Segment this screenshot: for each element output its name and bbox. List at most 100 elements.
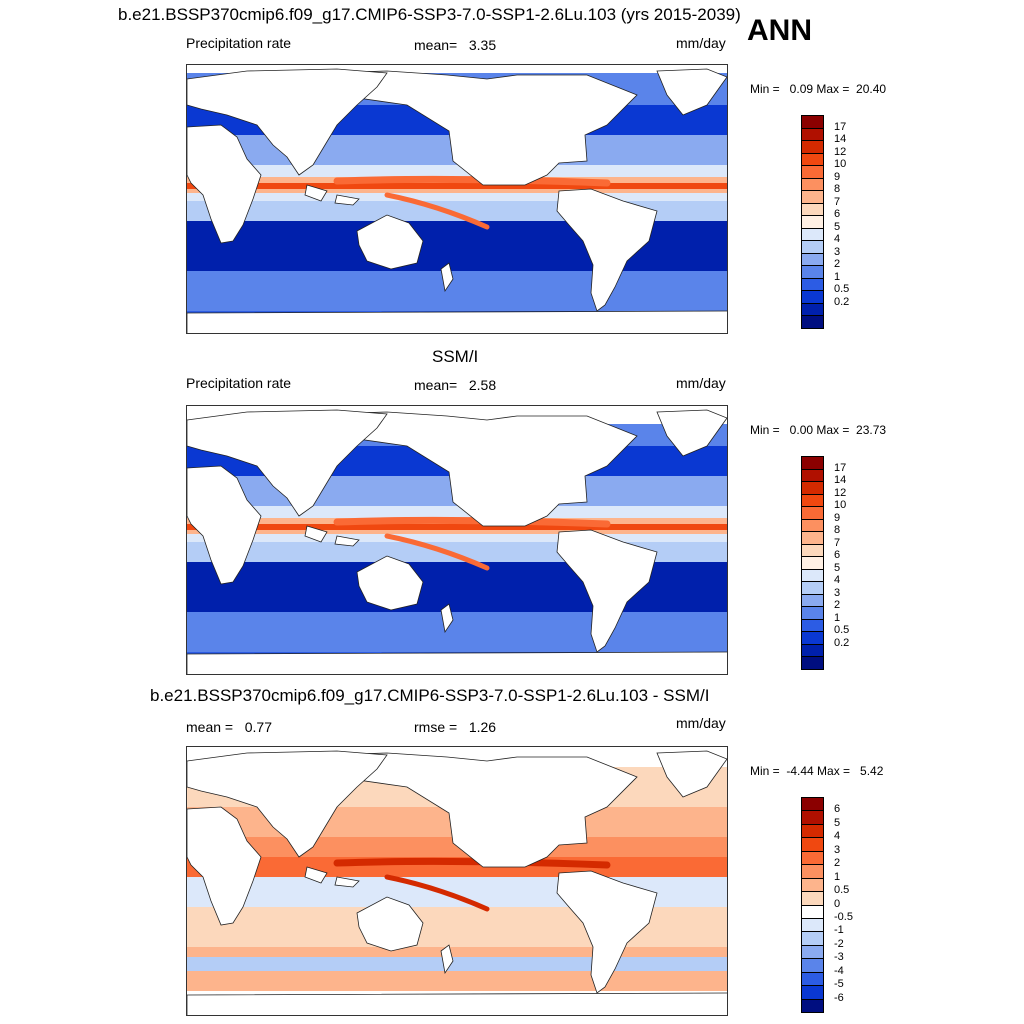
- colorbar-swatch: [801, 302, 824, 317]
- colorbar-swatch: [801, 531, 824, 545]
- colorbar-label: 6: [834, 803, 841, 816]
- panel-title-model: b.e21.BSSP370cmip6.f09_g17.CMIP6-SSP3-7.…: [118, 5, 741, 24]
- colorbar-model: 17 14 12 10 9 8 7 6 5 4 3 2 1 0.5 0.2: [801, 115, 849, 329]
- colorbar-label: 2: [834, 258, 841, 271]
- colorbar-label: 10: [834, 499, 847, 512]
- colorbar-swatch: [801, 518, 824, 533]
- colorbar-label: 14: [834, 474, 847, 487]
- colorbar-swatch: [801, 917, 824, 933]
- colorbar-label: 0: [834, 897, 841, 910]
- colorbar-label: 1: [834, 611, 841, 624]
- panel-mean-label-model: mean= 3.35: [414, 37, 497, 53]
- colorbar-swatch: [801, 958, 824, 973]
- colorbar-swatch: [801, 277, 824, 292]
- colorbar-label: 7: [834, 536, 841, 549]
- colorbar-swatch: [801, 850, 824, 866]
- panel-left-label-model: Precipitation rate: [186, 35, 292, 51]
- colorbar-swatch: [801, 315, 824, 329]
- colorbar-obs: 17 14 12 10 9 8 7 6 5 4 3 2 1 0.5 0.2: [801, 456, 849, 670]
- colorbar-label: 0.2: [834, 636, 850, 649]
- colorbar-swatch: [801, 265, 824, 279]
- colorbar-label: 17: [834, 461, 847, 474]
- colorbar-swatch: [801, 215, 824, 229]
- colorbar-label: 4: [834, 830, 841, 843]
- colorbar-label: 6: [834, 208, 841, 221]
- colorbar-swatch: [801, 568, 824, 583]
- colorbar-label: -4: [834, 964, 844, 977]
- panel-units-obs: mm/day: [676, 375, 726, 391]
- map-diff: [186, 746, 728, 1016]
- season-label: ANN: [747, 14, 812, 47]
- colorbar-swatch: [801, 998, 824, 1013]
- colorbar-label: 2: [834, 857, 841, 870]
- minmax-diff: Min = -4.44 Max = 5.42: [750, 764, 884, 778]
- colorbar-swatch: [801, 152, 824, 167]
- colorbar-swatch: [801, 985, 824, 1000]
- colorbar-swatch: [801, 190, 824, 204]
- colorbar-swatch: [801, 864, 824, 879]
- minmax-model: Min = 0.09 Max = 20.40: [750, 82, 887, 96]
- colorbar-label: -3: [834, 951, 844, 964]
- panel-title-obs: SSM/I: [432, 347, 479, 366]
- colorbar-label: 2: [834, 599, 841, 612]
- colorbar-swatch: [801, 656, 824, 670]
- colorbar-swatch: [801, 556, 824, 570]
- colorbar-label: 3: [834, 843, 841, 856]
- colorbar-swatch: [801, 931, 824, 946]
- panel-left-label-obs: Precipitation rate: [186, 375, 292, 391]
- colorbar-swatch: [801, 581, 824, 595]
- colorbar-label: -2: [834, 937, 844, 950]
- colorbar-swatch: [801, 618, 824, 633]
- colorbar-swatch: [801, 252, 824, 267]
- colorbar-label: -5: [834, 978, 844, 991]
- colorbar-swatch: [801, 468, 824, 483]
- colorbar-label: -6: [834, 991, 844, 1004]
- colorbar-swatch: [801, 456, 824, 470]
- colorbar-swatch: [801, 891, 824, 906]
- colorbar-label: 5: [834, 816, 841, 829]
- colorbar-swatch: [801, 202, 824, 217]
- colorbar-swatch: [801, 115, 824, 129]
- colorbar-swatch: [801, 643, 824, 658]
- colorbar-swatch: [801, 631, 824, 645]
- panel-title-diff: b.e21.BSSP370cmip6.f09_g17.CMIP6-SSP3-7.…: [150, 686, 710, 705]
- minmax-obs: Min = 0.00 Max = 23.73: [750, 423, 887, 437]
- colorbar-swatch: [801, 971, 824, 987]
- colorbar-swatch: [801, 837, 824, 852]
- colorbar-label: 8: [834, 183, 841, 196]
- colorbar-label: 4: [834, 233, 841, 246]
- colorbar-label: 6: [834, 549, 841, 562]
- colorbar-swatch: [801, 493, 824, 508]
- map-model: [186, 64, 728, 334]
- colorbar-label: 9: [834, 170, 841, 183]
- colorbar-swatch: [801, 904, 824, 919]
- colorbar-label: 7: [834, 195, 841, 208]
- colorbar-label: 8: [834, 524, 841, 537]
- colorbar-label: 9: [834, 511, 841, 524]
- colorbar-swatch: [801, 593, 824, 608]
- panel-mean-label-diff: mean = 0.77: [186, 719, 273, 735]
- colorbar-diff: 6 5 4 3 2 1 0.5 0 -0.5 -1 -2 -3 -4 -5 -6: [801, 797, 853, 1013]
- colorbar-label: 0.5: [834, 884, 850, 897]
- colorbar-swatch: [801, 140, 824, 154]
- colorbar-swatch: [801, 165, 824, 179]
- colorbar-swatch: [801, 543, 824, 558]
- colorbar-swatch: [801, 240, 824, 254]
- colorbar-label: 5: [834, 220, 841, 233]
- colorbar-swatch: [801, 810, 824, 825]
- colorbar-label: 1: [834, 270, 841, 283]
- colorbar-label: 17: [834, 120, 847, 133]
- colorbar-label: 1: [834, 870, 841, 883]
- colorbar-label: -0.5: [834, 910, 853, 923]
- colorbar-label: 0.2: [834, 295, 850, 308]
- colorbar-label: 10: [834, 158, 847, 171]
- colorbar-swatch: [801, 606, 824, 620]
- panel-mean-label-obs: mean= 2.58: [414, 377, 497, 393]
- colorbar-swatch: [801, 127, 824, 142]
- panel-units-diff: mm/day: [676, 715, 726, 731]
- colorbar-swatch: [801, 506, 824, 520]
- colorbar-swatch: [801, 823, 824, 839]
- colorbar-label: 4: [834, 574, 841, 587]
- colorbar-swatch: [801, 227, 824, 242]
- colorbar-swatch: [801, 290, 824, 304]
